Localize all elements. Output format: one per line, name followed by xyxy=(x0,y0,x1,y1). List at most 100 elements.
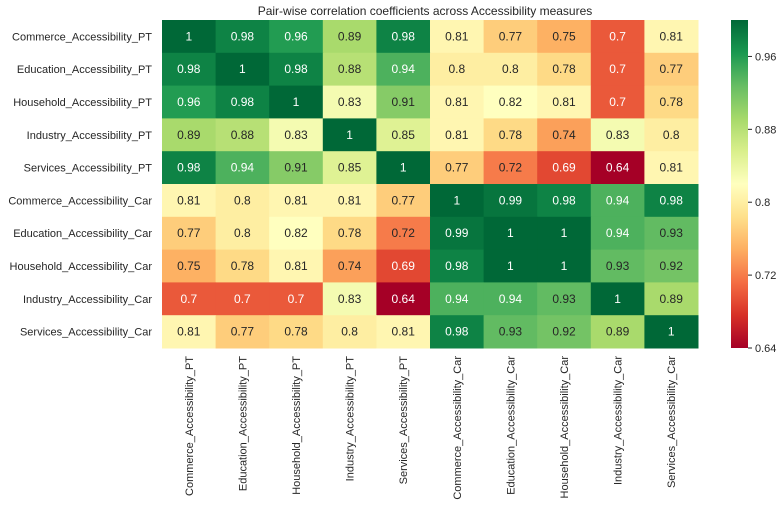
cell-value-label: 0.93 xyxy=(552,292,576,306)
cell-value-label: 0.98 xyxy=(445,325,469,339)
cell-value-label: 0.98 xyxy=(392,29,416,43)
cell-value-label: 0.8 xyxy=(234,226,251,240)
heatmap-cell xyxy=(376,151,431,185)
heatmap-cell xyxy=(269,118,324,152)
heatmap-cell xyxy=(322,85,377,119)
cell-value-label: 0.81 xyxy=(552,95,576,109)
cell-value-label: 0.77 xyxy=(445,161,469,175)
cell-value-label: 0.64 xyxy=(606,161,630,175)
cell-value-label: 0.81 xyxy=(392,325,416,339)
heatmap-cell xyxy=(269,151,324,185)
heatmap-cell xyxy=(430,249,485,283)
cell-value-label: 0.81 xyxy=(445,29,469,43)
cell-value-label: 1 xyxy=(185,29,192,43)
heatmap-cell xyxy=(322,282,377,316)
heatmap-cell xyxy=(590,315,645,349)
heatmap-cell xyxy=(483,20,538,54)
heatmap-cell xyxy=(376,315,431,349)
heatmap-cell-labels: 1 0.98 0.96 0.89 0.98 0.81 0.77 0.75 0.7 0.810.98… xyxy=(177,29,683,338)
cell-value-label: 0.98 xyxy=(284,62,308,76)
row-tick-label: Commerce_Accessibility_Car xyxy=(8,195,152,207)
cell-value-label: 0.92 xyxy=(552,325,576,339)
cell-value-label: 0.7 xyxy=(609,95,626,109)
cell-value-label: 0.83 xyxy=(606,128,630,142)
cell-value-label: 0.94 xyxy=(445,292,469,306)
heatmap-cell xyxy=(269,282,324,316)
heatmap-cell xyxy=(322,216,377,251)
cell-value-label: 0.89 xyxy=(660,292,684,306)
heatmap-cell xyxy=(162,315,217,349)
heatmap-cell xyxy=(483,315,538,349)
heatmap-cell xyxy=(590,52,645,87)
cell-value-label: 0.78 xyxy=(338,226,362,240)
cell-value-label: 0.91 xyxy=(392,95,416,109)
row-tick-label: Household_Accessibility_Car xyxy=(10,261,153,273)
heatmap-cell xyxy=(322,118,377,152)
column-tick-label: Commerce_Accessibility_PT xyxy=(184,356,196,496)
heatmap-cell xyxy=(537,184,592,218)
cell-value-label: 0.98 xyxy=(177,161,201,175)
cell-value-label: 0.98 xyxy=(231,29,255,43)
heatmap-cell xyxy=(162,85,217,119)
heatmap-cell xyxy=(537,315,592,349)
row-tick-label: Industry_Accessibility_PT xyxy=(27,130,153,142)
heatmap-cell xyxy=(215,20,270,54)
heatmap-cell xyxy=(376,20,431,54)
heatmap-cell xyxy=(483,249,538,283)
cell-value-label: 0.98 xyxy=(660,193,684,207)
cell-value-label: 0.7 xyxy=(609,62,626,76)
cell-value-label: 0.93 xyxy=(660,226,684,240)
colorbar-tick-label: 0.96 xyxy=(755,51,776,63)
cell-value-label: 1 xyxy=(561,226,568,240)
cell-value-label: 0.72 xyxy=(392,226,416,240)
heatmap-cell xyxy=(376,249,431,283)
heatmap-cell xyxy=(537,216,592,251)
heatmap-cell xyxy=(430,52,485,87)
column-tick-label: Household_Accessibility_PT xyxy=(291,356,303,495)
heatmap-cell xyxy=(590,216,645,251)
cell-value-label: 1 xyxy=(239,62,246,76)
cell-value-label: 0.8 xyxy=(502,62,519,76)
heatmap-cell xyxy=(376,282,431,316)
cell-value-label: 0.85 xyxy=(338,161,362,175)
heatmap-cell xyxy=(376,216,431,251)
cell-value-label: 0.81 xyxy=(284,259,308,273)
cell-value-label: 0.94 xyxy=(231,161,255,175)
heatmap-cell xyxy=(269,216,324,251)
row-tick-labels: Commerce_Accessibility_PT Education_Acces… xyxy=(8,31,152,338)
cell-value-label: 0.94 xyxy=(499,292,523,306)
heatmap-cell xyxy=(537,20,592,54)
cell-value-label: 0.81 xyxy=(660,161,684,175)
column-tick-label: Industry_Accessibility_Car xyxy=(613,356,625,485)
column-tick-label: Commerce_Accessibility_Car xyxy=(452,356,464,500)
cell-value-label: 0.72 xyxy=(499,161,523,175)
cell-value-label: 0.81 xyxy=(177,325,201,339)
heatmap-cell xyxy=(590,85,645,119)
row-tick-label: Education_Accessibility_PT xyxy=(17,64,152,76)
cell-value-label: 0.8 xyxy=(341,325,358,339)
heatmap-cell xyxy=(430,315,485,349)
heatmap-cell xyxy=(430,20,485,54)
heatmap-cell xyxy=(537,151,592,185)
heatmap-cell xyxy=(162,184,217,218)
heatmap-cell xyxy=(430,151,485,185)
heatmap-cell xyxy=(644,216,699,251)
heatmap-cell xyxy=(644,249,699,283)
heatmap-cell xyxy=(162,282,217,316)
heatmap-cell xyxy=(483,216,538,251)
cell-value-label: 0.77 xyxy=(499,29,523,43)
heatmap-cell xyxy=(269,85,324,119)
row-tick-label: Household_Accessibility_PT xyxy=(13,97,152,109)
column-tick-label: Industry_Accessibility_PT xyxy=(345,356,357,482)
heatmap-cell xyxy=(322,151,377,185)
cell-value-label: 0.78 xyxy=(231,259,255,273)
heatmap-cell xyxy=(322,315,377,349)
cell-value-label: 0.83 xyxy=(284,128,308,142)
heatmap-cell xyxy=(162,20,217,54)
heatmap-cell xyxy=(537,85,592,119)
cell-value-label: 1 xyxy=(507,259,514,273)
heatmap-cell xyxy=(215,282,270,316)
heatmap-cell xyxy=(430,85,485,119)
cell-value-label: 0.89 xyxy=(606,325,630,339)
